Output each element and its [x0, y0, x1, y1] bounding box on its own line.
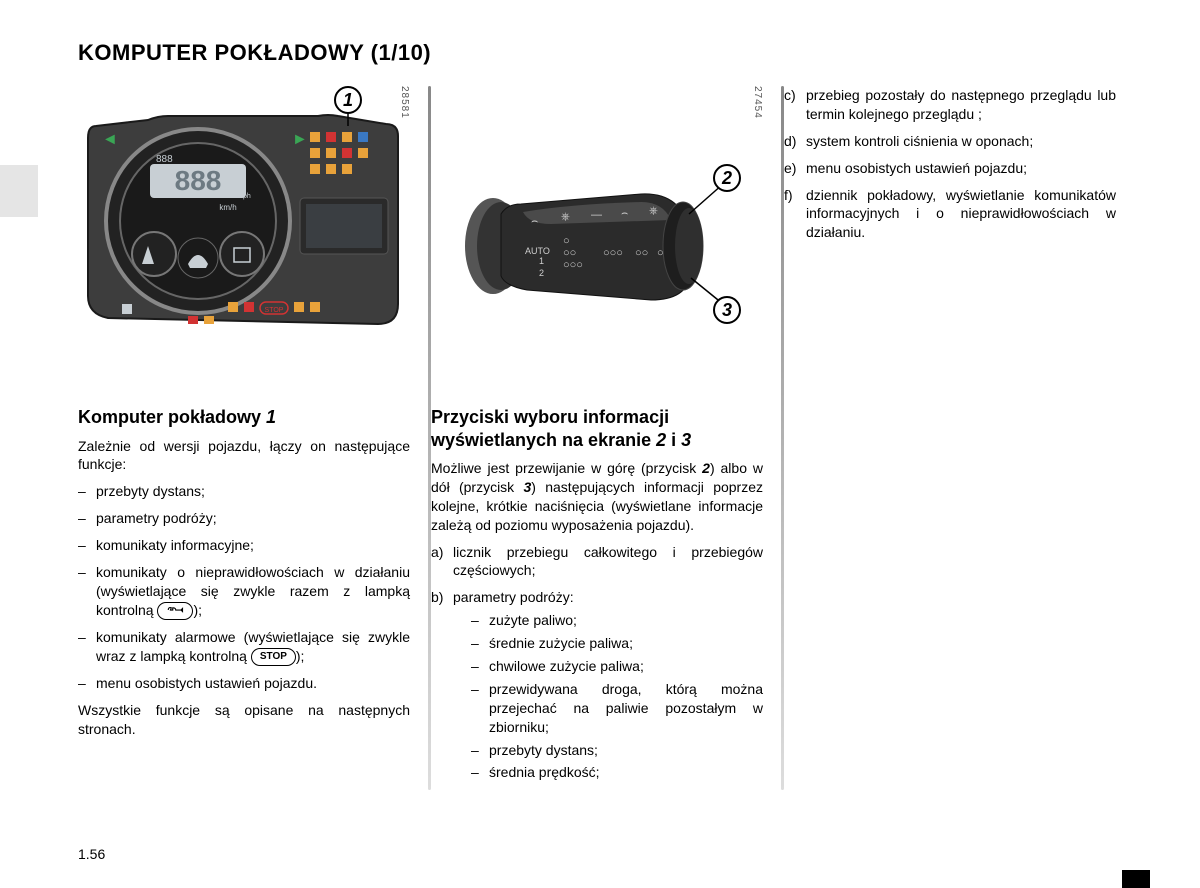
manual-page: KOMPUTER POKŁADOWY (1/10) 28581 888 888 … — [0, 0, 1200, 888]
stop-icon: STOP — [251, 648, 296, 666]
callout-3: 3 — [722, 300, 732, 320]
heading-text: Przyciski wyboru informacji wyświetlanyc… — [431, 407, 669, 450]
svg-text:—: — — [591, 209, 602, 221]
svg-text:1: 1 — [539, 256, 544, 266]
col1-heading: Komputer pokładowy 1 — [78, 406, 410, 429]
svg-text:○○: ○○ — [563, 247, 576, 259]
heading-text: Komputer pokładowy — [78, 407, 266, 427]
col2-ordered-list: a)licznik przebiegu całkowitego i przebi… — [431, 543, 763, 783]
svg-text:○○: ○○ — [635, 247, 648, 259]
list-item-e: e)menu osobistych ustawień pojazdu; — [784, 159, 1116, 178]
list-item: komunikaty o nieprawidłowościach w dział… — [78, 563, 410, 620]
list-item-b: b)parametry podróży: zużyte paliwo; śred… — [431, 588, 763, 782]
svg-text:○○○: ○○○ — [563, 259, 583, 271]
list-tail: ); — [296, 648, 305, 664]
svg-text:◄: ◄ — [102, 131, 118, 148]
callout-1: 1 — [343, 90, 353, 110]
col2-heading: Przyciski wyboru informacji wyświetlanyc… — [431, 406, 763, 451]
svg-text:⌢: ⌢ — [531, 215, 538, 227]
col1-list: przebyty dystans; parametry podróży; kom… — [78, 482, 410, 693]
svg-text:2: 2 — [539, 268, 544, 278]
lcd-unit-kmh: km/h — [219, 203, 236, 212]
svg-text:⌢: ⌢ — [621, 207, 628, 219]
corner-crop-mark — [1122, 870, 1150, 888]
list-item-a: a)licznik przebiegu całkowitego i przebi… — [431, 543, 763, 581]
svg-text:○: ○ — [657, 247, 664, 259]
column-3: c)przebieg pozostały do następnego przeg… — [784, 86, 1134, 790]
item-a-text: licznik przebiegu całkowitego i przebieg… — [453, 544, 763, 579]
content-columns: 28581 888 888 km/h mph — [78, 86, 1150, 790]
figure-ref-number: 27454 — [752, 86, 763, 119]
callout-2: 2 — [721, 168, 732, 188]
sublist-item: zużyte paliwo; — [471, 611, 763, 630]
lcd-small-digits: 888 — [156, 154, 173, 165]
col1-outro: Wszystkie funkcje są opisane na następny… — [78, 701, 410, 739]
list-item: parametry podróży; — [78, 509, 410, 528]
figure-wiper-stalk: 27454 ⌢ ⎈ — — [431, 86, 763, 366]
list-item: komunikaty alarmowe (wyświetlające się z… — [78, 628, 410, 666]
intro-ref2: 2 — [702, 460, 710, 476]
figure-ref-number: 28581 — [399, 86, 410, 119]
lcd-main-digits: 888 — [175, 165, 222, 196]
list-text: komunikaty o nieprawidłowościach w dział… — [96, 564, 410, 618]
heading-and: i — [666, 430, 681, 450]
sublist-item: chwilowe zużycie paliwa; — [471, 657, 763, 676]
item-e-text: menu osobistych ustawień pojazdu; — [806, 160, 1027, 176]
item-f-text: dziennik pokładowy, wyświetlanie komunik… — [806, 187, 1116, 241]
svg-text:⎈: ⎈ — [561, 211, 570, 223]
list-item-c: c)przebieg pozostały do następnego przeg… — [784, 86, 1116, 124]
side-tab — [0, 165, 38, 217]
wiper-stalk-illustration: ⌢ ⎈ — ⌢ ⎈ AUTO ○ ○○ ○○○ 1 2 ○○○ ○○ ○ — [431, 86, 751, 346]
list-item: przebyty dystans; — [78, 482, 410, 501]
heading-n3: 3 — [681, 430, 691, 450]
svg-text:○: ○ — [563, 235, 570, 247]
figure-instrument-cluster: 28581 888 888 km/h mph — [78, 86, 410, 366]
column-1: 28581 888 888 km/h mph — [78, 86, 428, 790]
page-number: 1.56 — [78, 846, 105, 862]
list-item: menu osobistych ustawień pojazdu. — [78, 674, 410, 693]
list-item-d: d)system kontroli ciśnienia w oponach; — [784, 132, 1116, 151]
column-2: 27454 ⌢ ⎈ — — [431, 86, 781, 790]
svg-text:⎈: ⎈ — [649, 205, 658, 217]
sublist-item: średnia prędkość; — [471, 763, 763, 782]
svg-text:○○○: ○○○ — [603, 247, 623, 259]
svg-text:STOP: STOP — [265, 307, 284, 314]
lcd-unit-mph: mph — [237, 193, 251, 200]
sublist-item: przebyty dystans; — [471, 741, 763, 760]
intro-a: Możliwe jest przewijanie w górę (przycis… — [431, 460, 702, 476]
item-d-text: system kontroli ciśnienia w oponach; — [806, 133, 1033, 149]
list-tail: ); — [193, 602, 202, 618]
page-title: KOMPUTER POKŁADOWY (1/10) — [78, 40, 1150, 66]
svg-text:►: ► — [292, 131, 308, 148]
sublist-item: średnie zużycie paliwa; — [471, 634, 763, 653]
col1-intro: Zależnie od wersji pojazdu, łączy on nas… — [78, 437, 410, 475]
col2-sublist: zużyte paliwo; średnie zużycie paliwa; c… — [471, 611, 763, 782]
sublist-item: przewidywana droga, którą można przejech… — [471, 680, 763, 737]
heading-n2: 2 — [656, 430, 666, 450]
col3-ordered-list: c)przebieg pozostały do następnego przeg… — [784, 86, 1116, 242]
wrench-icon — [157, 602, 193, 620]
svg-text:AUTO: AUTO — [525, 246, 550, 256]
item-b-text: parametry podróży: — [453, 589, 574, 605]
item-c-text: przebieg pozostały do następnego przeglą… — [806, 87, 1116, 122]
heading-number: 1 — [266, 407, 276, 427]
list-item-f: f)dziennik pokładowy, wyświetlanie komun… — [784, 186, 1116, 243]
instrument-cluster-illustration: 888 888 km/h mph — [78, 86, 408, 346]
col2-intro: Możliwe jest przewijanie w górę (przycis… — [431, 459, 763, 535]
list-item: komunikaty informacyjne; — [78, 536, 410, 555]
